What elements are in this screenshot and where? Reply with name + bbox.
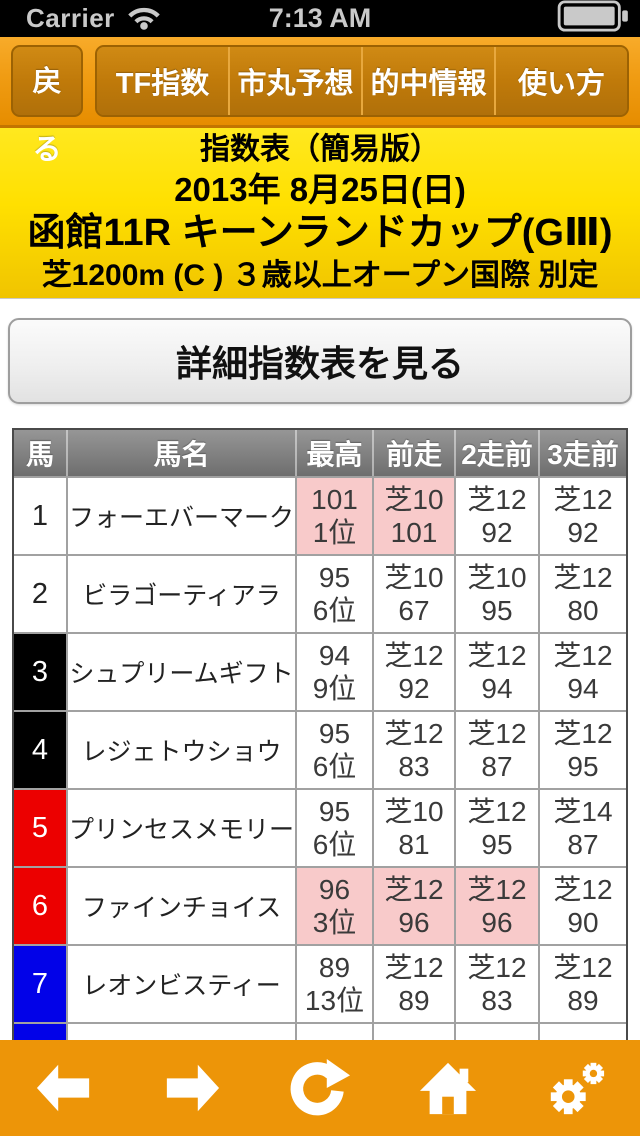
index-value-cell: 芝12 90 [538,866,626,944]
table-body: 1 フォーエバーマーク 101 1位 芝10 101 芝12 92 芝12 92 2 ビラゴーティアラ… [14,476,626,1100]
horse-number-cell: 4 [14,710,66,788]
index-value-cell: 96 3位 [295,866,372,944]
forward-arrow-icon[interactable] [156,1052,228,1124]
index-value-cell: 芝10 101 [372,476,454,554]
nav-tab-3[interactable]: 的中情報 [361,47,494,115]
column-header: 2走前 [454,430,538,476]
index-value-cell: 芝12 96 [372,866,454,944]
column-header: 馬 [25,439,54,470]
index-value-cell: 芝10 81 [372,788,454,866]
race-conditions: 芝1200m (C ) ３歳以上オープン国際 別定 [41,259,599,292]
index-value-cell: 芝12 89 [538,944,626,1022]
horse-name-cell: ビラゴーティアラ [66,554,295,632]
index-value-cell: 芝12 92 [454,476,538,554]
horse-number-cell: 5 [14,788,66,866]
index-table: 馬馬名 最高 前走 2走前 3走前 1 フォーエバーマーク 101 1位 芝10 101 芝12 92… [12,428,628,1102]
back-arrow-icon[interactable] [28,1052,100,1124]
horse-name-cell: レジェトウショウ [66,710,295,788]
battery-icon [556,0,630,37]
table-row: 2 ビラゴーティアラ 95 6位 芝10 67 芝10 95 芝12 80 [14,554,626,632]
nav-tab-2[interactable]: 市丸予想 [228,47,361,115]
table-row: 7 レオンビスティー 89 13位 芝12 89 芝12 83 芝12 89 [14,944,626,1022]
column-header: 最高 [295,430,372,476]
index-value-cell: 芝12 92 [372,632,454,710]
nav-tab-4[interactable]: 使い方 [494,47,627,115]
table-header-row: 馬馬名 最高 前走 2走前 3走前 [14,430,626,476]
nav-bar: 戻る TF指数 市丸予想 的中情報 使い方 [0,37,640,166]
detail-index-button[interactable]: 詳細指数表を見る [8,318,632,404]
index-value-cell: 芝12 83 [454,944,538,1022]
clock: 7:13 AM [268,3,372,33]
horse-number-cell: 3 [14,632,66,710]
table-row: 3 シュプリームギフト 94 9位 芝12 92 芝12 94 芝12 94 [14,632,626,710]
index-value-cell: 89 13位 [295,944,372,1022]
index-value-cell: 芝12 87 [454,710,538,788]
column-header: 馬名 [66,430,295,476]
carrier-label: Carrier [26,3,115,33]
index-value-cell: 95 6位 [295,554,372,632]
horse-name-cell: レオンビスティー [66,944,295,1022]
index-value-cell: 95 6位 [295,788,372,866]
nav-tab-1[interactable]: TF指数 [97,47,228,115]
index-value-cell: 芝12 94 [538,632,626,710]
race-header: 指数表（簡易版） 2013年 8月25日(日) 函館11R キーンランドカップ(… [0,128,640,299]
index-value-cell: 芝12 89 [372,944,454,1022]
horse-number-cell: 7 [14,944,66,1022]
page-title: 指数表（簡易版） [200,133,440,166]
horse-number-cell: 2 [14,554,66,632]
horse-name-cell: フォーエバーマーク [66,476,295,554]
wifi-icon [125,1,163,36]
horse-name-cell: プリンセスメモリー [66,788,295,866]
refresh-icon[interactable] [284,1052,356,1124]
index-value-cell: 芝14 87 [538,788,626,866]
index-value-cell: 芝12 92 [538,476,626,554]
nav-tab-group: TF指数 市丸予想 的中情報 使い方 [95,45,629,117]
table-row: 6 ファインチョイス 96 3位 芝12 96 芝12 96 芝12 90 [14,866,626,944]
index-value-cell: 芝12 96 [454,866,538,944]
index-value-cell: 94 9位 [295,632,372,710]
settings-gears-icon[interactable] [540,1052,612,1124]
horse-number-cell: 1 [14,476,66,554]
horse-name-cell: ファインチョイス [66,866,295,944]
table-row: 4 レジェトウショウ 95 6位 芝12 83 芝12 87 芝12 95 [14,710,626,788]
column-header: 前走 [372,430,454,476]
horse-number-cell: 6 [14,866,66,944]
detail-button-wrap: 詳細指数表を見る [0,299,640,404]
index-value-cell: 芝10 67 [372,554,454,632]
horse-name-cell: シュプリームギフト [66,632,295,710]
index-value-cell: 95 6位 [295,710,372,788]
index-value-cell: 101 1位 [295,476,372,554]
index-value-cell: 芝12 83 [372,710,454,788]
index-value-cell: 芝12 94 [454,632,538,710]
bottom-toolbar [0,1040,640,1136]
status-bar: Carrier 7:13 AM [0,0,640,37]
index-value-cell: 芝12 80 [538,554,626,632]
race-date: 2013年 8月25日(日) [174,171,466,208]
table-row: 1 フォーエバーマーク 101 1位 芝10 101 芝12 92 芝12 92 [14,476,626,554]
index-value-cell: 芝12 95 [454,788,538,866]
table-row: 5 プリンセスメモリー 95 6位 芝10 81 芝12 95 芝14 87 [14,788,626,866]
race-name: 函館11R キーンランドカップ(GⅢ) [27,212,613,254]
back-button[interactable]: 戻る [11,45,83,166]
index-value-cell: 芝10 95 [454,554,538,632]
column-header: 3走前 [538,430,626,476]
index-value-cell: 芝12 95 [538,710,626,788]
home-icon[interactable] [412,1052,484,1124]
